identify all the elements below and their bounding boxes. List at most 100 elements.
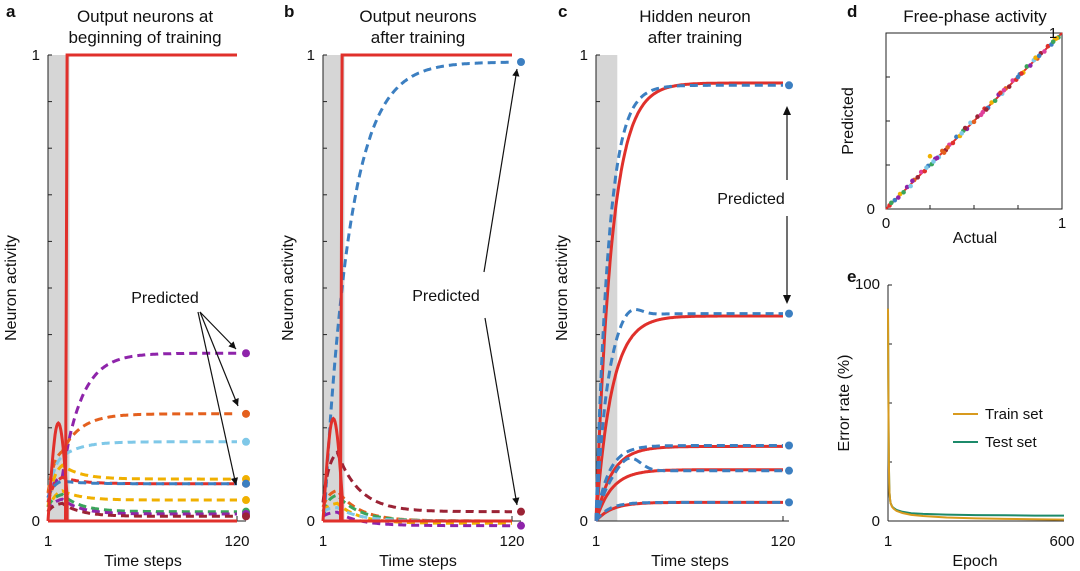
panel-a-target-0: [48, 53, 237, 523]
panel-c-ylabel: Neuron activity: [554, 235, 571, 341]
panel-b-arrow-0: [483, 68, 518, 273]
panel-a-target-1: [46, 421, 237, 523]
panel-b-xtick-max: 120: [499, 533, 524, 550]
panel-d-point-19: [954, 134, 959, 140]
panel-b-plot: [321, 53, 525, 530]
panel-a-series-9: [46, 501, 237, 518]
panel-d-point-49: [910, 178, 915, 184]
panel-a-arrowhead-2: [230, 477, 239, 485]
panel-a-xtick-min: 1: [44, 533, 52, 550]
panel-d-point-64: [1036, 53, 1042, 59]
panel-d-point-59: [924, 165, 929, 170]
panel-d-title: Free-phase activity: [903, 7, 1047, 26]
panel-d-point-40: [1028, 63, 1033, 68]
panel-a-series-8: [46, 497, 237, 516]
panel-d-point-5: [908, 183, 913, 189]
panel-c-actual-3: [594, 468, 783, 522]
panel-c-arrowhead-up: [783, 106, 791, 115]
panel-d-point-35: [1010, 78, 1016, 83]
panel-d-point-44: [1042, 49, 1047, 54]
panel-d-point-24: [971, 119, 977, 125]
panel-a-marker-0: [242, 349, 250, 358]
panel-b-series-0: [323, 60, 512, 514]
panel-a-xlabel: Time steps: [104, 553, 182, 570]
panel-a-title-line2: beginning of training: [68, 28, 221, 47]
panel-a-series-0: [46, 351, 237, 499]
panel-b-target-0: [323, 53, 512, 523]
panel-a-marker-9: [242, 512, 250, 521]
panel-c-letter: c: [558, 2, 567, 21]
panel-d-point-55: [1015, 74, 1021, 80]
panel-a-arrow-2: [197, 311, 237, 486]
panel-d-point-29: [989, 100, 994, 105]
panel-a-letter: a: [6, 2, 16, 21]
panel-d-point-63: [1019, 71, 1024, 76]
legend-train-label: Train set: [985, 406, 1044, 423]
panel-d-point-56: [1033, 55, 1038, 60]
panel-a-arrowhead-0: [228, 341, 236, 349]
panel-c-title-line1: Hidden neuron: [639, 7, 751, 26]
panel-a-ylabel: Neuron activity: [3, 235, 20, 341]
panel-d-point-34: [1006, 84, 1012, 89]
panel-d-point-1: [892, 197, 898, 203]
panel-e: e 100 0 1 600 Epoch Error rate (%) Train…: [836, 267, 1075, 570]
panel-d-point-61: [984, 107, 989, 112]
panel-a-series-1: [46, 412, 237, 494]
panel-d-xtick-min: 0: [882, 215, 890, 232]
panel-b-xtick-min: 1: [319, 533, 327, 550]
panel-d-point-51: [941, 150, 947, 155]
panel-d-point-30: [992, 98, 998, 104]
panel-d-ylabel: Predicted: [840, 87, 857, 155]
panel-b-arrowhead-0: [512, 69, 520, 77]
panel-e-letter: e: [847, 267, 856, 286]
panel-e-ytick-max: 100: [855, 276, 880, 293]
panel-c-marker-0: [785, 81, 793, 90]
panel-d-ytick-max: 1: [1049, 25, 1057, 42]
panel-a-ytick-max: 1: [32, 47, 40, 64]
panel-b-arrow-1: [484, 317, 518, 506]
panel-a: a Output neurons at beginning of trainin…: [3, 2, 250, 570]
panel-d-point-11: [927, 153, 933, 159]
panel-a-marker-5: [242, 479, 250, 488]
panel-b-ylabel: Neuron activity: [280, 235, 297, 341]
panel-d-point-39: [1024, 64, 1030, 69]
panel-b-target-1: [321, 416, 512, 523]
panel-c-actual-2: [594, 444, 783, 522]
panel-c: c Hidden neuron after training 1 0 1 120…: [554, 2, 796, 570]
panel-a-series-5: [46, 479, 237, 499]
panel-a-clamp-phase: [48, 55, 70, 521]
panel-d-point-45: [1045, 43, 1051, 49]
panel-b-annotation: Predicted: [412, 288, 480, 305]
panel-d-point-7: [915, 175, 920, 180]
panel-a-annotation: Predicted: [131, 290, 199, 307]
panel-a-marker-2: [242, 437, 250, 446]
panel-e-xtick-max: 600: [1049, 533, 1074, 550]
panel-b-series-6: [322, 510, 512, 528]
panel-d-point-18: [950, 140, 956, 146]
panel-a-series-7: [46, 492, 237, 514]
panel-c-plot: [594, 54, 793, 522]
panel-c-actual-0: [594, 81, 783, 522]
panel-c-predicted-1: [594, 308, 783, 521]
panel-d-point-53: [980, 109, 986, 115]
panel-d-xtick-max: 1: [1058, 215, 1066, 232]
panel-a-plot: [46, 53, 250, 523]
panel-a-marker-6: [242, 496, 250, 505]
panel-c-marker-3: [785, 466, 793, 475]
panel-c-title-line2: after training: [648, 28, 743, 47]
panel-c-xtick-max: 120: [770, 533, 795, 550]
panel-c-xlabel: Time steps: [651, 553, 729, 570]
panel-b: b Output neurons after training 1 0 1 12…: [280, 2, 525, 570]
panel-d-point-57: [1050, 39, 1056, 45]
panel-c-predicted-3: [594, 456, 783, 522]
panel-b-title-line2: after training: [371, 28, 466, 47]
panel-b-marker-6: [517, 521, 525, 530]
panel-d-letter: d: [847, 2, 857, 21]
panel-d-point-60: [945, 145, 950, 150]
panel-e-plot: [887, 284, 1065, 522]
panel-a-title-line1: Output neurons at: [77, 7, 213, 26]
panel-b-marker-1: [517, 507, 525, 516]
panel-a-series-6: [46, 489, 237, 513]
panel-d-point-4: [904, 184, 910, 190]
